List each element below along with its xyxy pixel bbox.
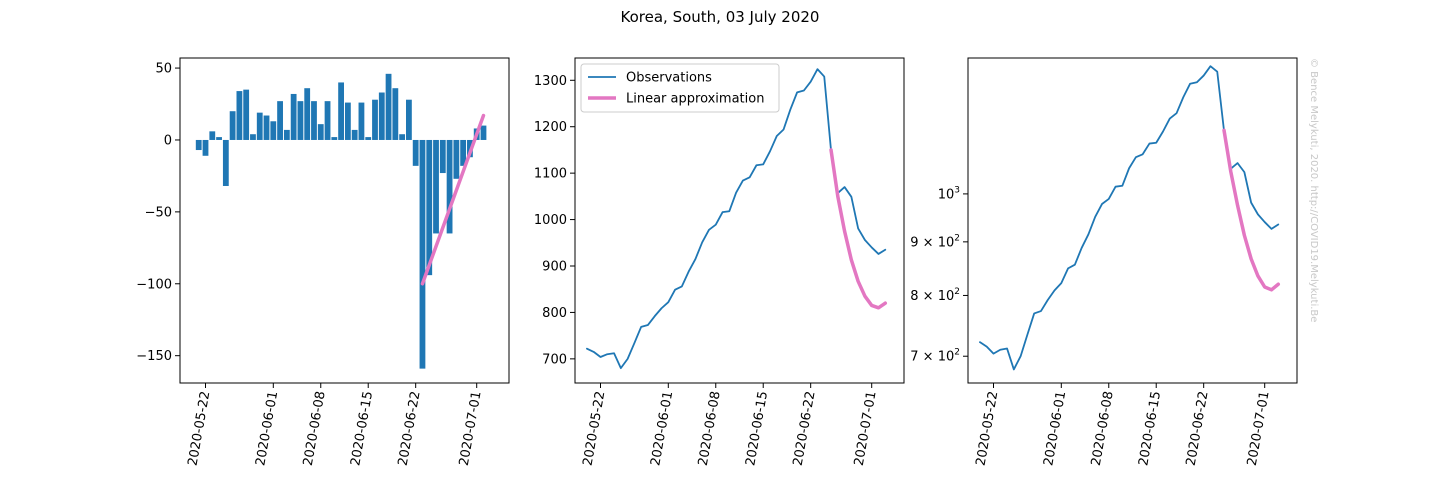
y-tick-label: −150 bbox=[136, 349, 172, 364]
y-tick-label: 1200 bbox=[534, 120, 567, 135]
x-tick-label: 2020-06-01 bbox=[1041, 390, 1069, 467]
watermark: © Bence Melykuti, 2020. http://COVID19.M… bbox=[1308, 58, 1319, 322]
bar bbox=[195, 139, 202, 151]
bar bbox=[229, 111, 236, 140]
bar bbox=[277, 101, 283, 140]
y-tick-label: 50 bbox=[155, 62, 172, 77]
bar bbox=[304, 88, 311, 140]
bar bbox=[243, 89, 250, 140]
x-tick-label: 2020-07-01 bbox=[1245, 390, 1273, 467]
x-tick-label: 2020-06-08 bbox=[1089, 390, 1117, 467]
line-panel-linear: 700 800 900 1000 1100 1200 1300 2020-05-22 2020-… bbox=[534, 57, 905, 467]
bar bbox=[433, 139, 439, 234]
x-tick-label: 2020-06-22 bbox=[1184, 390, 1212, 467]
bar bbox=[460, 139, 467, 166]
legend-box bbox=[580, 63, 780, 113]
y-tick-label: 7 × 102 bbox=[910, 348, 960, 365]
bar bbox=[480, 125, 487, 140]
y-tick-label: 1000 bbox=[534, 213, 567, 228]
bar bbox=[446, 139, 453, 234]
bar bbox=[236, 91, 243, 140]
observations-line bbox=[979, 65, 1280, 371]
bar bbox=[439, 139, 446, 174]
approximation-line bbox=[420, 113, 486, 286]
bar bbox=[419, 139, 426, 369]
x-tick-label: 2020-06-08 bbox=[301, 390, 329, 467]
bar bbox=[399, 134, 406, 140]
bar bbox=[372, 99, 378, 140]
axes-frame bbox=[967, 57, 1298, 384]
bar bbox=[256, 112, 263, 140]
y-tick-label: 900 bbox=[542, 260, 567, 275]
bar bbox=[378, 92, 385, 140]
bar bbox=[263, 115, 270, 140]
legend-entry-observations: Observations bbox=[626, 71, 712, 86]
x-tick-label: 2020-06-01 bbox=[648, 390, 676, 467]
x-tick-label: 2020-05-22 bbox=[186, 390, 214, 467]
axes-frame bbox=[574, 57, 905, 384]
x-tick-label: 2020-06-22 bbox=[396, 390, 424, 467]
bar bbox=[250, 134, 256, 140]
x-tick-label: 2020-05-22 bbox=[581, 390, 609, 467]
x-tick-label: 2020-06-15 bbox=[348, 390, 376, 467]
bar bbox=[344, 102, 351, 140]
bar bbox=[222, 139, 229, 186]
bar bbox=[317, 124, 324, 140]
figure-title: Korea, South, 03 July 2020 bbox=[621, 8, 820, 26]
bar bbox=[324, 101, 331, 140]
bar bbox=[270, 121, 277, 140]
legend-entry-approximation: Linear approximation bbox=[626, 92, 764, 107]
bar bbox=[406, 99, 412, 140]
bar bbox=[331, 137, 338, 140]
bar bbox=[297, 101, 304, 140]
y-tick-label: 9 × 102 bbox=[910, 233, 960, 250]
x-tick-label: 2020-05-22 bbox=[974, 390, 1002, 467]
y-tick-label: −50 bbox=[145, 205, 172, 220]
approximation-line bbox=[1222, 128, 1281, 292]
bar bbox=[453, 139, 460, 179]
x-tick-label: 2020-06-15 bbox=[743, 390, 771, 467]
bar bbox=[426, 139, 433, 276]
x-tick-label: 2020-06-01 bbox=[253, 390, 281, 467]
bar bbox=[338, 82, 344, 140]
approximation-line bbox=[829, 148, 888, 310]
bar bbox=[412, 139, 419, 166]
bar bbox=[351, 129, 358, 140]
x-tick-label: 2020-06-22 bbox=[791, 390, 819, 467]
y-tick-label: 800 bbox=[542, 306, 567, 321]
bar bbox=[209, 131, 216, 140]
axes-frame bbox=[179, 57, 510, 384]
bar bbox=[283, 129, 290, 140]
y-tick-label: −100 bbox=[136, 277, 172, 292]
y-tick-label: 700 bbox=[542, 352, 567, 367]
bar bbox=[290, 93, 297, 140]
bar bbox=[216, 137, 222, 140]
bar bbox=[385, 73, 392, 140]
bar bbox=[392, 88, 399, 140]
y-tick-label: 1300 bbox=[534, 74, 567, 89]
y-tick-label: 1100 bbox=[534, 167, 567, 182]
y-tick-label: 8 × 102 bbox=[910, 287, 960, 304]
bar bbox=[311, 101, 317, 140]
legend: Observations Linear approximation bbox=[580, 63, 780, 113]
x-tick-label: 2020-06-15 bbox=[1136, 390, 1164, 467]
bar bbox=[358, 102, 365, 140]
line-panel-log: 7 × 102 8 × 102 9 × 102 103 2020-05-22 2020-0… bbox=[910, 57, 1298, 467]
y-tick-label: 0 bbox=[164, 133, 172, 148]
bar bbox=[202, 139, 209, 156]
x-tick-label: 2020-07-01 bbox=[457, 390, 485, 467]
x-tick-label: 2020-06-08 bbox=[696, 390, 724, 467]
y-tick-label: 103 bbox=[938, 185, 960, 202]
bar bbox=[365, 137, 372, 140]
x-tick-label: 2020-07-01 bbox=[852, 390, 880, 467]
bar-panel-daily-change: 50 0 −50 −100 −150 2020-05-22 2020-06-01 2020-0… bbox=[136, 57, 510, 467]
